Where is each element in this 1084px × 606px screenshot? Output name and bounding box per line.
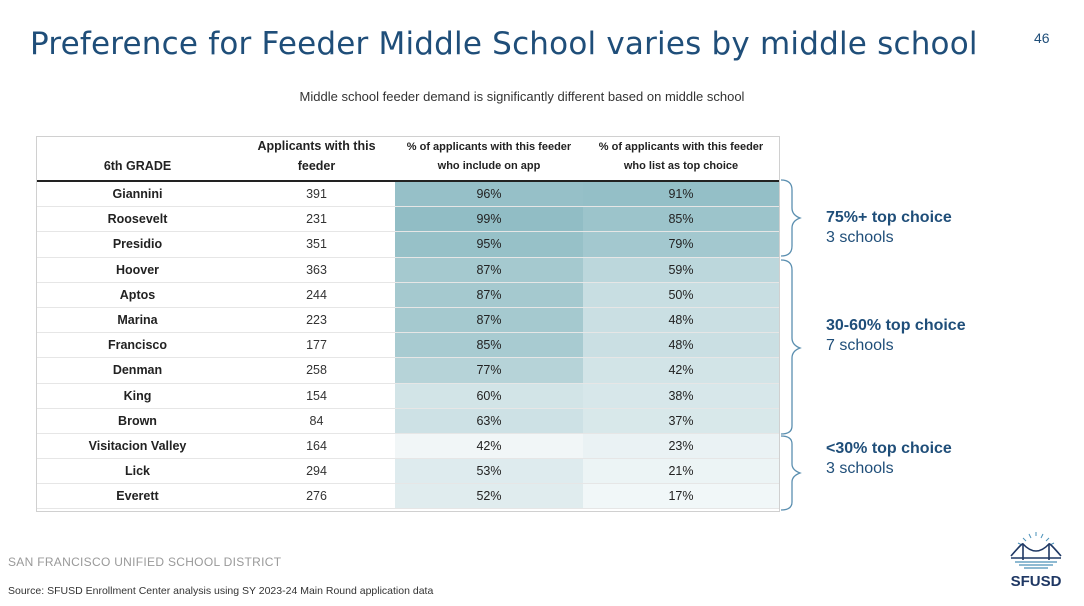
applicants-cell: 244 — [238, 282, 395, 308]
top-choice-pct-cell: 37% — [583, 408, 779, 434]
table-row: King 154 60% 38% — [37, 383, 779, 409]
page-title: Preference for Feeder Middle School vari… — [30, 26, 978, 62]
applicants-cell: 276 — [238, 483, 395, 510]
top-choice-pct-cell: 38% — [583, 383, 779, 409]
top-choice-pct-cell: 17% — [583, 483, 779, 510]
table-row: Giannini 391 96% 91% — [37, 181, 779, 208]
top-choice-pct-cell: 21% — [583, 458, 779, 485]
applicants-cell: 351 — [238, 231, 395, 258]
school-name-cell: Hoover — [37, 257, 238, 283]
school-name-cell: Francisco — [37, 332, 238, 359]
applicants-cell: 84 — [238, 408, 395, 434]
include-pct-cell: 87% — [395, 282, 583, 308]
table-row: Presidio 351 95% 79% — [37, 231, 779, 258]
golden-gate-bridge-icon — [1010, 532, 1062, 569]
table-row: Francisco 177 85% 48% — [37, 332, 779, 359]
group-label-middle: 30-60% top choice 7 schools — [826, 317, 966, 355]
top-choice-pct-cell: 50% — [583, 282, 779, 308]
logo-text: SFUSD — [1010, 573, 1062, 590]
applicants-cell: 177 — [238, 332, 395, 359]
top-choice-pct-cell: 48% — [583, 307, 779, 334]
school-name-cell: Giannini — [37, 181, 238, 208]
school-name-cell: Brown — [37, 408, 238, 434]
applicants-cell: 363 — [238, 257, 395, 283]
include-pct-cell: 63% — [395, 408, 583, 434]
applicants-cell: 223 — [238, 307, 395, 334]
school-name-cell: King — [37, 383, 238, 409]
table-row: Brown 84 63% 37% — [37, 408, 779, 434]
include-pct-cell: 60% — [395, 383, 583, 409]
top-choice-pct-cell: 48% — [583, 332, 779, 359]
applicants-cell: 258 — [238, 357, 395, 384]
group-label-top: 75%+ top choice 3 schools — [826, 209, 952, 247]
bracket-middle-group — [780, 259, 802, 435]
top-choice-pct-cell: 23% — [583, 433, 779, 460]
slide-subtitle: Middle school feeder demand is significa… — [299, 89, 745, 104]
school-name-cell: Everett — [37, 483, 238, 510]
table-row: Denman 258 77% 42% — [37, 357, 779, 384]
school-name-cell: Visitacion Valley — [37, 433, 238, 460]
table-row: Everett 276 52% 17% — [37, 483, 779, 510]
applicants-cell: 391 — [238, 181, 395, 208]
table-row: Lick 294 53% 21% — [37, 458, 779, 485]
applicants-cell: 154 — [238, 383, 395, 409]
group-heading: 75%+ top choice — [826, 209, 952, 226]
group-count: 3 schools — [826, 229, 894, 246]
applicants-cell: 164 — [238, 433, 395, 460]
footer-source-note: Source: SFUSD Enrollment Center analysis… — [8, 585, 434, 597]
include-pct-cell: 85% — [395, 332, 583, 359]
top-choice-pct-cell: 79% — [583, 231, 779, 258]
include-pct-cell: 99% — [395, 206, 583, 233]
group-heading: <30% top choice — [826, 440, 952, 457]
sfusd-logo: SFUSD — [1006, 530, 1066, 590]
school-name-cell: Presidio — [37, 231, 238, 258]
table-row: Roosevelt 231 99% 85% — [37, 206, 779, 233]
page-number: 46 — [1034, 30, 1050, 46]
table-row: Aptos 244 87% 50% — [37, 282, 779, 308]
applicants-cell: 231 — [238, 206, 395, 233]
include-pct-cell: 77% — [395, 357, 583, 384]
include-pct-cell: 95% — [395, 231, 583, 258]
school-name-cell: Marina — [37, 307, 238, 334]
bracket-top-group — [780, 179, 802, 257]
group-heading: 30-60% top choice — [826, 317, 966, 334]
group-count: 3 schools — [826, 460, 894, 477]
include-pct-cell: 42% — [395, 433, 583, 460]
footer-district-name: SAN FRANCISCO UNIFIED SCHOOL DISTRICT — [8, 555, 282, 569]
include-pct-cell: 96% — [395, 181, 583, 208]
table-header-row: 6th GRADE Applicants with this feeder % … — [37, 136, 779, 182]
school-name-cell: Roosevelt — [37, 206, 238, 233]
top-choice-pct-cell: 91% — [583, 181, 779, 208]
header-include: % of applicants with this feeder who inc… — [395, 136, 583, 182]
group-brackets — [780, 179, 802, 511]
school-name-cell: Denman — [37, 357, 238, 384]
header-grade: 6th GRADE — [37, 136, 238, 182]
top-choice-pct-cell: 59% — [583, 257, 779, 283]
school-name-cell: Lick — [37, 458, 238, 485]
include-pct-cell: 53% — [395, 458, 583, 485]
group-label-bottom: <30% top choice 3 schools — [826, 440, 952, 478]
header-applicants: Applicants with this feeder — [238, 136, 395, 182]
group-count: 7 schools — [826, 337, 894, 354]
header-top-choice: % of applicants with this feeder who lis… — [583, 136, 779, 182]
include-pct-cell: 52% — [395, 483, 583, 510]
include-pct-cell: 87% — [395, 307, 583, 334]
applicants-cell: 294 — [238, 458, 395, 485]
top-choice-pct-cell: 42% — [583, 357, 779, 384]
table-row: Marina 223 87% 48% — [37, 307, 779, 334]
feeder-table: 6th GRADE Applicants with this feeder % … — [37, 136, 779, 510]
school-name-cell: Aptos — [37, 282, 238, 308]
table-row: Hoover 363 87% 59% — [37, 257, 779, 283]
include-pct-cell: 87% — [395, 257, 583, 283]
table-row: Visitacion Valley 164 42% 23% — [37, 433, 779, 460]
bracket-bottom-group — [780, 435, 802, 511]
top-choice-pct-cell: 85% — [583, 206, 779, 233]
